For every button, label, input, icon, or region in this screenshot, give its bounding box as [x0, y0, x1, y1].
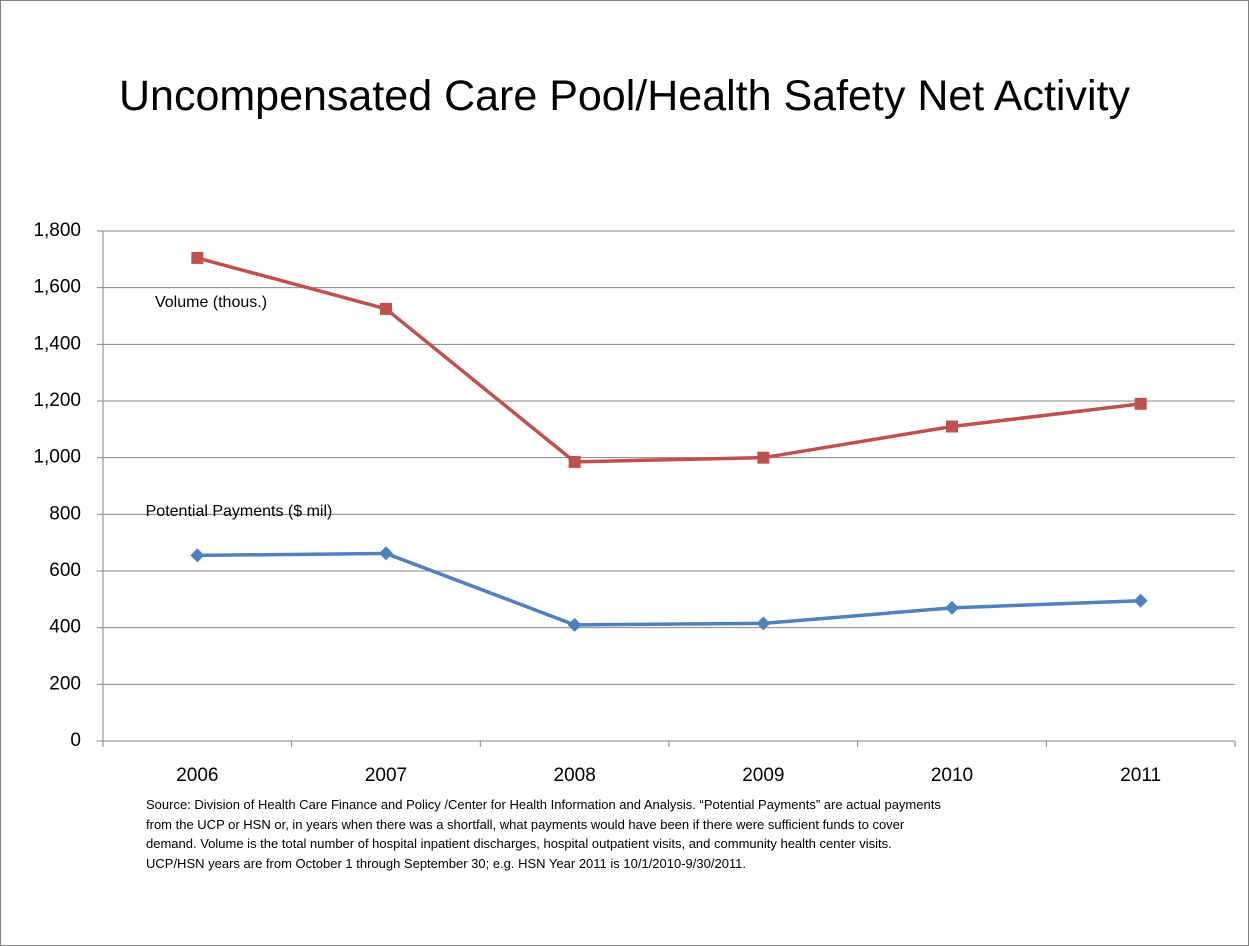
y-tick-label: 0 [70, 730, 81, 751]
y-tick-label: 600 [49, 560, 81, 581]
y-tick-label: 1,000 [33, 447, 81, 468]
series-label: Potential Payments ($ mil) [145, 503, 333, 520]
y-tick-label: 1,200 [33, 390, 81, 411]
x-tick-label: 2011 [1120, 765, 1161, 786]
x-tick-label: 2008 [554, 765, 596, 786]
y-tick-label: 1,600 [33, 277, 81, 298]
y-tick-label: 800 [49, 503, 81, 524]
source-line: Source: Division of Health Care Finance … [146, 797, 941, 812]
marker [1134, 397, 1147, 410]
y-tick-label: 400 [49, 617, 81, 638]
source-line: demand. Volume is the total number of ho… [146, 836, 892, 851]
x-tick-label: 2006 [176, 765, 218, 786]
source-line: from the UCP or HSN or, in years when th… [146, 816, 905, 832]
marker [567, 617, 582, 632]
series-line [197, 551, 1141, 627]
series-line [196, 256, 1141, 464]
source-line: UCP/HSN years are from October 1 through… [146, 855, 747, 871]
marker [380, 302, 392, 315]
x-tick-label: 2010 [931, 765, 973, 786]
chart-title: Uncompensated Care Pool/Health Safety Ne… [118, 72, 1130, 120]
marker [757, 451, 770, 464]
marker [756, 616, 771, 631]
y-tick-label: 1,400 [33, 333, 81, 354]
marker [945, 600, 959, 615]
source-note: Source: Division of Health Care Finance … [146, 795, 941, 873]
x-tick-label: 2007 [365, 765, 407, 786]
marker [1133, 593, 1148, 608]
marker [379, 546, 393, 561]
marker [568, 455, 581, 468]
series-label: Volume (thous.) [154, 294, 268, 311]
marker [946, 420, 958, 433]
marker [190, 548, 205, 563]
y-tick-label: 1,800 [33, 220, 81, 241]
x-tick-label: 2009 [742, 765, 784, 786]
y-tick-label: 200 [49, 673, 81, 694]
marker [191, 251, 204, 264]
